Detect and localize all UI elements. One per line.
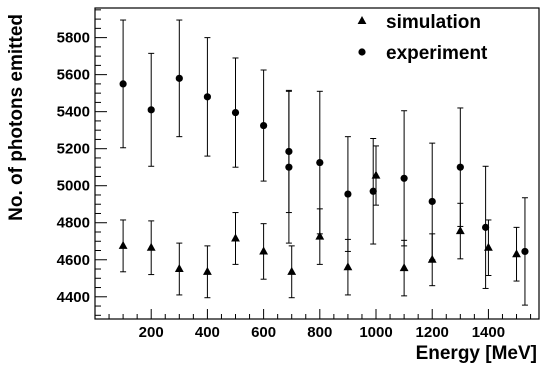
simulation-point	[371, 170, 381, 179]
y-tick-label: 5000	[57, 178, 90, 195]
simulation-point	[174, 264, 184, 273]
experiment-point	[203, 93, 212, 101]
y-tick-label: 4800	[57, 215, 90, 232]
x-tick-label: 600	[251, 324, 276, 341]
simulation-point	[427, 254, 437, 263]
simulation-point	[118, 240, 128, 249]
x-tick-label: 800	[307, 324, 332, 341]
legend-label: experiment	[386, 43, 488, 64]
plot-frame	[94, 7, 540, 320]
x-tick-label: 200	[139, 324, 164, 341]
experiment-point	[316, 158, 324, 167]
experiment-point	[147, 106, 155, 114]
y-tick-label: 5400	[57, 104, 90, 121]
experiment-point	[260, 121, 268, 130]
experiment-point	[482, 223, 490, 231]
legend-circle-marker	[358, 48, 366, 56]
simulation-point	[315, 231, 325, 240]
simulation-point	[343, 262, 353, 271]
simulation-point	[455, 226, 465, 235]
ticks-layer: 200 400 600 800 1000 1200 1400 4400 4600 4800 5000…	[57, 9, 532, 341]
simulation-point	[512, 249, 521, 258]
experiment-point	[231, 108, 240, 117]
simulation-point	[399, 263, 409, 272]
experiment-point	[175, 74, 183, 82]
y-tick-label: 5600	[57, 67, 90, 84]
simulation-point	[484, 242, 493, 251]
x-tick-label: 400	[195, 324, 220, 341]
simulation-point	[231, 233, 240, 242]
markers-layer	[118, 74, 529, 275]
experiment-point	[400, 174, 408, 182]
legend: simulation experiment	[357, 12, 488, 64]
y-tick-label: 5800	[57, 30, 90, 47]
y-axis-title: No. of photons emitted	[6, 14, 27, 221]
x-tick-label: 1000	[359, 324, 392, 341]
experiment-point	[456, 163, 464, 171]
simulation-point	[203, 266, 212, 275]
experiment-point	[344, 190, 352, 198]
y-tick-label: 4600	[57, 252, 90, 269]
experiment-point	[285, 147, 293, 156]
simulation-point	[287, 266, 297, 275]
x-axis-title: Energy [MeV]	[416, 343, 537, 364]
legend-label: simulation	[386, 12, 481, 33]
simulation-point	[146, 242, 156, 251]
y-tick-label: 5200	[57, 141, 90, 158]
experiment-point	[428, 197, 436, 206]
experiment-point	[285, 163, 293, 171]
x-tick-label: 1200	[416, 324, 449, 341]
y-tick-label: 4400	[57, 289, 90, 306]
experiment-point	[119, 80, 127, 88]
x-tick-label: 1400	[472, 324, 505, 341]
simulation-point	[259, 246, 269, 255]
legend-triangle-marker	[357, 16, 367, 25]
experiment-point	[521, 247, 529, 256]
experiment-point	[369, 187, 377, 195]
